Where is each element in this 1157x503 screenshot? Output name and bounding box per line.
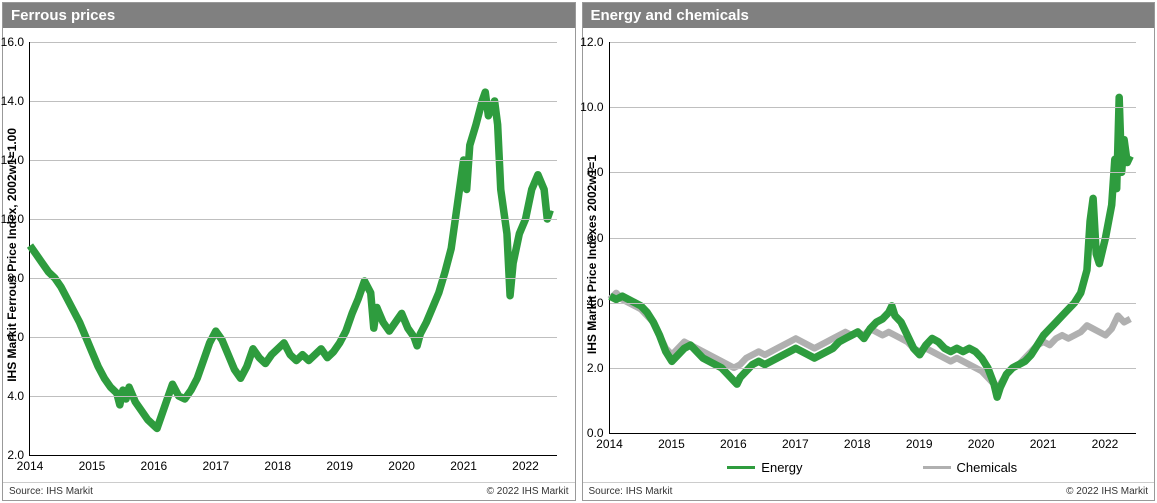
x-tick-label: 2014: [596, 433, 623, 451]
chart-area: IHS Markit Ferrous Price Index, 2002w1=1…: [3, 28, 575, 482]
legend: Energy Chemicals: [609, 456, 1137, 478]
x-tick-label: 2019: [906, 433, 933, 451]
gridline: [30, 160, 557, 161]
y-axis-label: IHS Markit Price Indexes 2002w1=1: [583, 151, 601, 358]
x-tick-label: 2015: [658, 433, 685, 451]
gridline: [610, 303, 1137, 304]
x-tick-label: 2018: [844, 433, 871, 451]
series-line-ferrous: [30, 92, 550, 428]
y-tick-label: 2.0: [587, 361, 610, 375]
x-tick-label: 2017: [782, 433, 809, 451]
panel-footer: Source: IHS Markit © 2022 IHS Markit: [3, 482, 575, 500]
y-tick-label: 10.0: [580, 100, 609, 114]
legend-label: Energy: [761, 460, 802, 475]
y-tick-label: 6.0: [7, 330, 30, 344]
gridline: [30, 278, 557, 279]
y-tick-label: 4.0: [7, 389, 30, 403]
gridline: [610, 238, 1137, 239]
panel-title: Energy and chemicals: [583, 3, 1155, 28]
y-tick-label: 12.0: [580, 35, 609, 49]
gridline: [610, 107, 1137, 108]
x-tick-label: 2021: [1030, 433, 1057, 451]
x-tick-label: 2016: [720, 433, 747, 451]
copyright-text: © 2022 IHS Markit: [1066, 486, 1148, 497]
gridline: [30, 396, 557, 397]
x-tick-label: 2016: [141, 455, 168, 473]
x-tick-label: 2018: [264, 455, 291, 473]
x-tick-label: 2021: [450, 455, 477, 473]
plot: 2.04.06.08.010.012.014.016.0201420152016…: [29, 42, 557, 456]
gridline: [610, 42, 1137, 43]
ferrous-panel: Ferrous prices IHS Markit Ferrous Price …: [2, 2, 576, 501]
x-tick-label: 2015: [79, 455, 106, 473]
y-tick-label: 6.0: [587, 231, 610, 245]
y-tick-label: 16.0: [1, 35, 30, 49]
legend-item-chemicals: Chemicals: [923, 460, 1018, 475]
gridline: [30, 337, 557, 338]
legend-swatch: [727, 466, 755, 469]
plot-wrap: 0.02.04.06.08.010.012.020142015201620172…: [601, 28, 1155, 482]
line-svg: [30, 42, 557, 455]
energy-chemicals-panel: Energy and chemicals IHS Markit Price In…: [582, 2, 1156, 501]
plot-wrap: 2.04.06.08.010.012.014.016.0201420152016…: [21, 28, 575, 482]
gridline: [610, 172, 1137, 173]
x-tick-label: 2019: [326, 455, 353, 473]
y-tick-label: 12.0: [1, 153, 30, 167]
source-text: Source: IHS Markit: [589, 486, 673, 497]
series-line-energy: [610, 97, 1130, 397]
gridline: [610, 368, 1137, 369]
y-tick-label: 8.0: [7, 271, 30, 285]
chart-area: IHS Markit Price Indexes 2002w1=1 0.02.0…: [583, 28, 1155, 482]
source-text: Source: IHS Markit: [9, 486, 93, 497]
x-tick-label: 2022: [512, 455, 539, 473]
legend-item-energy: Energy: [727, 460, 802, 475]
x-tick-label: 2022: [1092, 433, 1119, 451]
panel-footer: Source: IHS Markit © 2022 IHS Markit: [583, 482, 1155, 500]
copyright-text: © 2022 IHS Markit: [487, 486, 569, 497]
y-tick-label: 4.0: [587, 296, 610, 310]
x-tick-label: 2017: [202, 455, 229, 473]
y-tick-label: 10.0: [1, 212, 30, 226]
x-tick-label: 2014: [17, 455, 44, 473]
y-tick-label: 8.0: [587, 165, 610, 179]
x-tick-label: 2020: [968, 433, 995, 451]
legend-label: Chemicals: [957, 460, 1018, 475]
gridline: [30, 42, 557, 43]
legend-swatch: [923, 466, 951, 469]
panel-title: Ferrous prices: [3, 3, 575, 28]
gridline: [30, 219, 557, 220]
gridline: [30, 101, 557, 102]
y-tick-label: 14.0: [1, 94, 30, 108]
plot: 0.02.04.06.08.010.012.020142015201620172…: [609, 42, 1137, 434]
x-tick-label: 2020: [388, 455, 415, 473]
